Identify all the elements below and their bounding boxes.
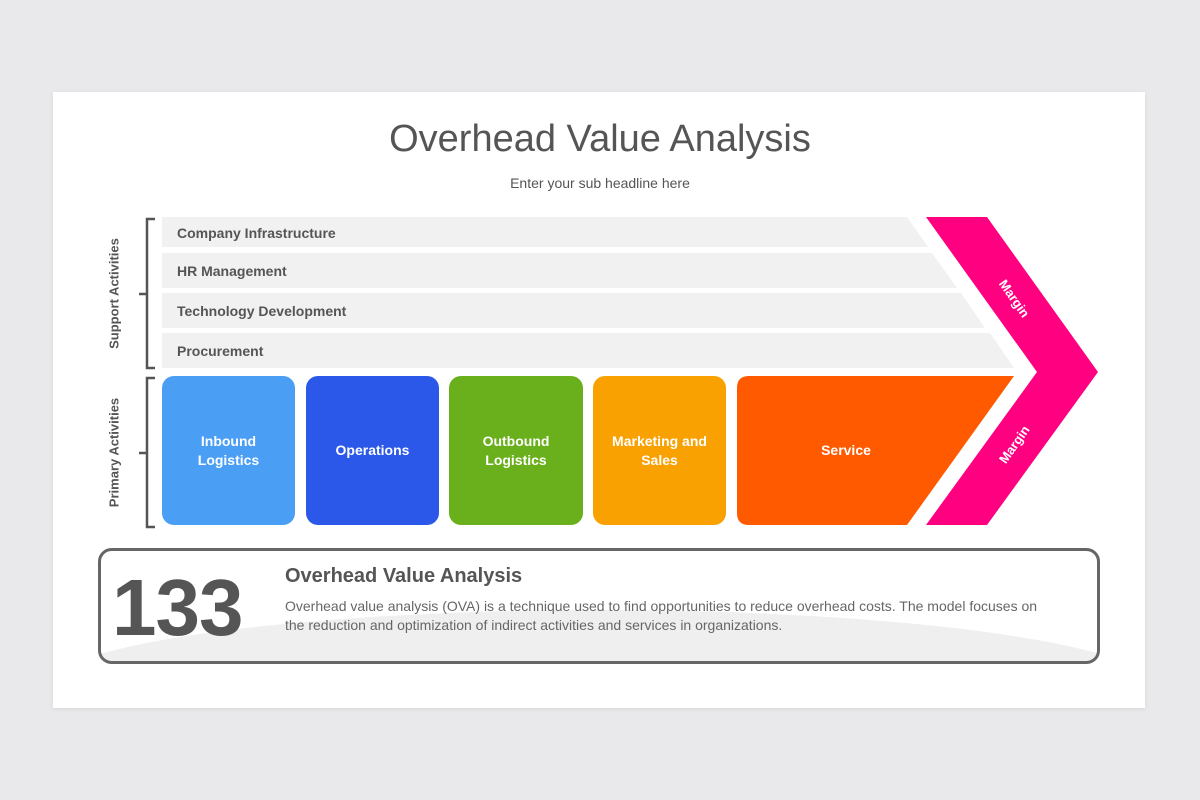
panel-shade: [100, 610, 1098, 662]
support-bracket: [139, 217, 155, 370]
info-panel: [98, 548, 1100, 664]
support-item-label: Technology Development: [177, 303, 347, 319]
primary-item-label: Operations: [335, 442, 410, 458]
primary-bracket: [139, 376, 155, 529]
support-bar-1: [162, 217, 928, 247]
primary-box-5: [737, 376, 1014, 525]
page-subtitle: Enter your sub headline here: [510, 175, 690, 191]
primary-item-label: Inbound Logistics: [197, 432, 260, 468]
support-bar-3: [162, 293, 985, 328]
support-item-label: HR Management: [177, 263, 287, 279]
panel-description: Overhead value analysis (OVA) is a techn…: [285, 598, 1038, 633]
support-bar-4: [162, 333, 1014, 368]
primary-activities-label: Primary Activities: [106, 397, 122, 508]
primary-item-label: Outbound Logistics: [482, 432, 550, 468]
support-item-label: Company Infrastructure: [177, 225, 336, 241]
primary-box-3: [449, 376, 583, 525]
primary-box-2: [306, 376, 439, 525]
primary-item-label: Service: [821, 442, 871, 458]
support-bar-2: [162, 253, 957, 288]
primary-box-4: [593, 376, 726, 525]
primary-box-1: [162, 376, 295, 525]
panel-title: Overhead Value Analysis: [285, 565, 523, 587]
support-item-label: Procurement: [177, 343, 264, 359]
page-title: Overhead Value Analysis: [389, 118, 811, 160]
panel-number: 133: [112, 563, 243, 652]
margin-chevron: [926, 217, 1098, 525]
primary-item-label: Marketing and Sales: [612, 432, 707, 468]
support-activities-label: Support Activities: [106, 238, 122, 349]
